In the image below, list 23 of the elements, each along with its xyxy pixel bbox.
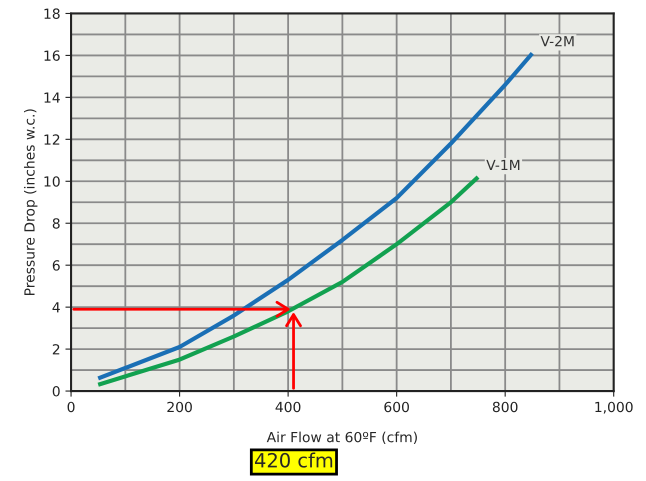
x-axis-title: Air Flow at 60ºF (cfm) xyxy=(266,432,417,444)
y-tick-label: 0 xyxy=(52,386,60,397)
x-tick-label: 600 xyxy=(384,402,409,412)
x-tick-label: 1,000 xyxy=(595,402,633,414)
y-tick-label: 6 xyxy=(52,260,60,271)
y-tick-label: 16 xyxy=(44,50,60,61)
y-tick-label: 12 xyxy=(44,134,60,145)
y-tick-label: 14 xyxy=(44,92,60,103)
line-series xyxy=(96,175,480,387)
y-axis-title: Pressure Drop (inches w.c.) xyxy=(24,109,38,296)
y-tick-label: 4 xyxy=(52,302,60,312)
series-label: V-1M xyxy=(486,160,520,170)
x-tick-label: 0 xyxy=(68,402,75,412)
x-tick-label: 800 xyxy=(492,402,518,412)
x-tick-label: 400 xyxy=(276,402,300,412)
y-tick-label: 10 xyxy=(44,176,60,187)
line-series xyxy=(96,51,534,381)
x-tick-label: 200 xyxy=(167,402,192,412)
series-label: V-2M xyxy=(540,36,574,46)
text: 420 cfm xyxy=(254,452,332,468)
y-tick-label: 18 xyxy=(44,8,60,19)
y-tick-label: 2 xyxy=(52,344,60,354)
y-tick-label: 8 xyxy=(52,218,60,229)
